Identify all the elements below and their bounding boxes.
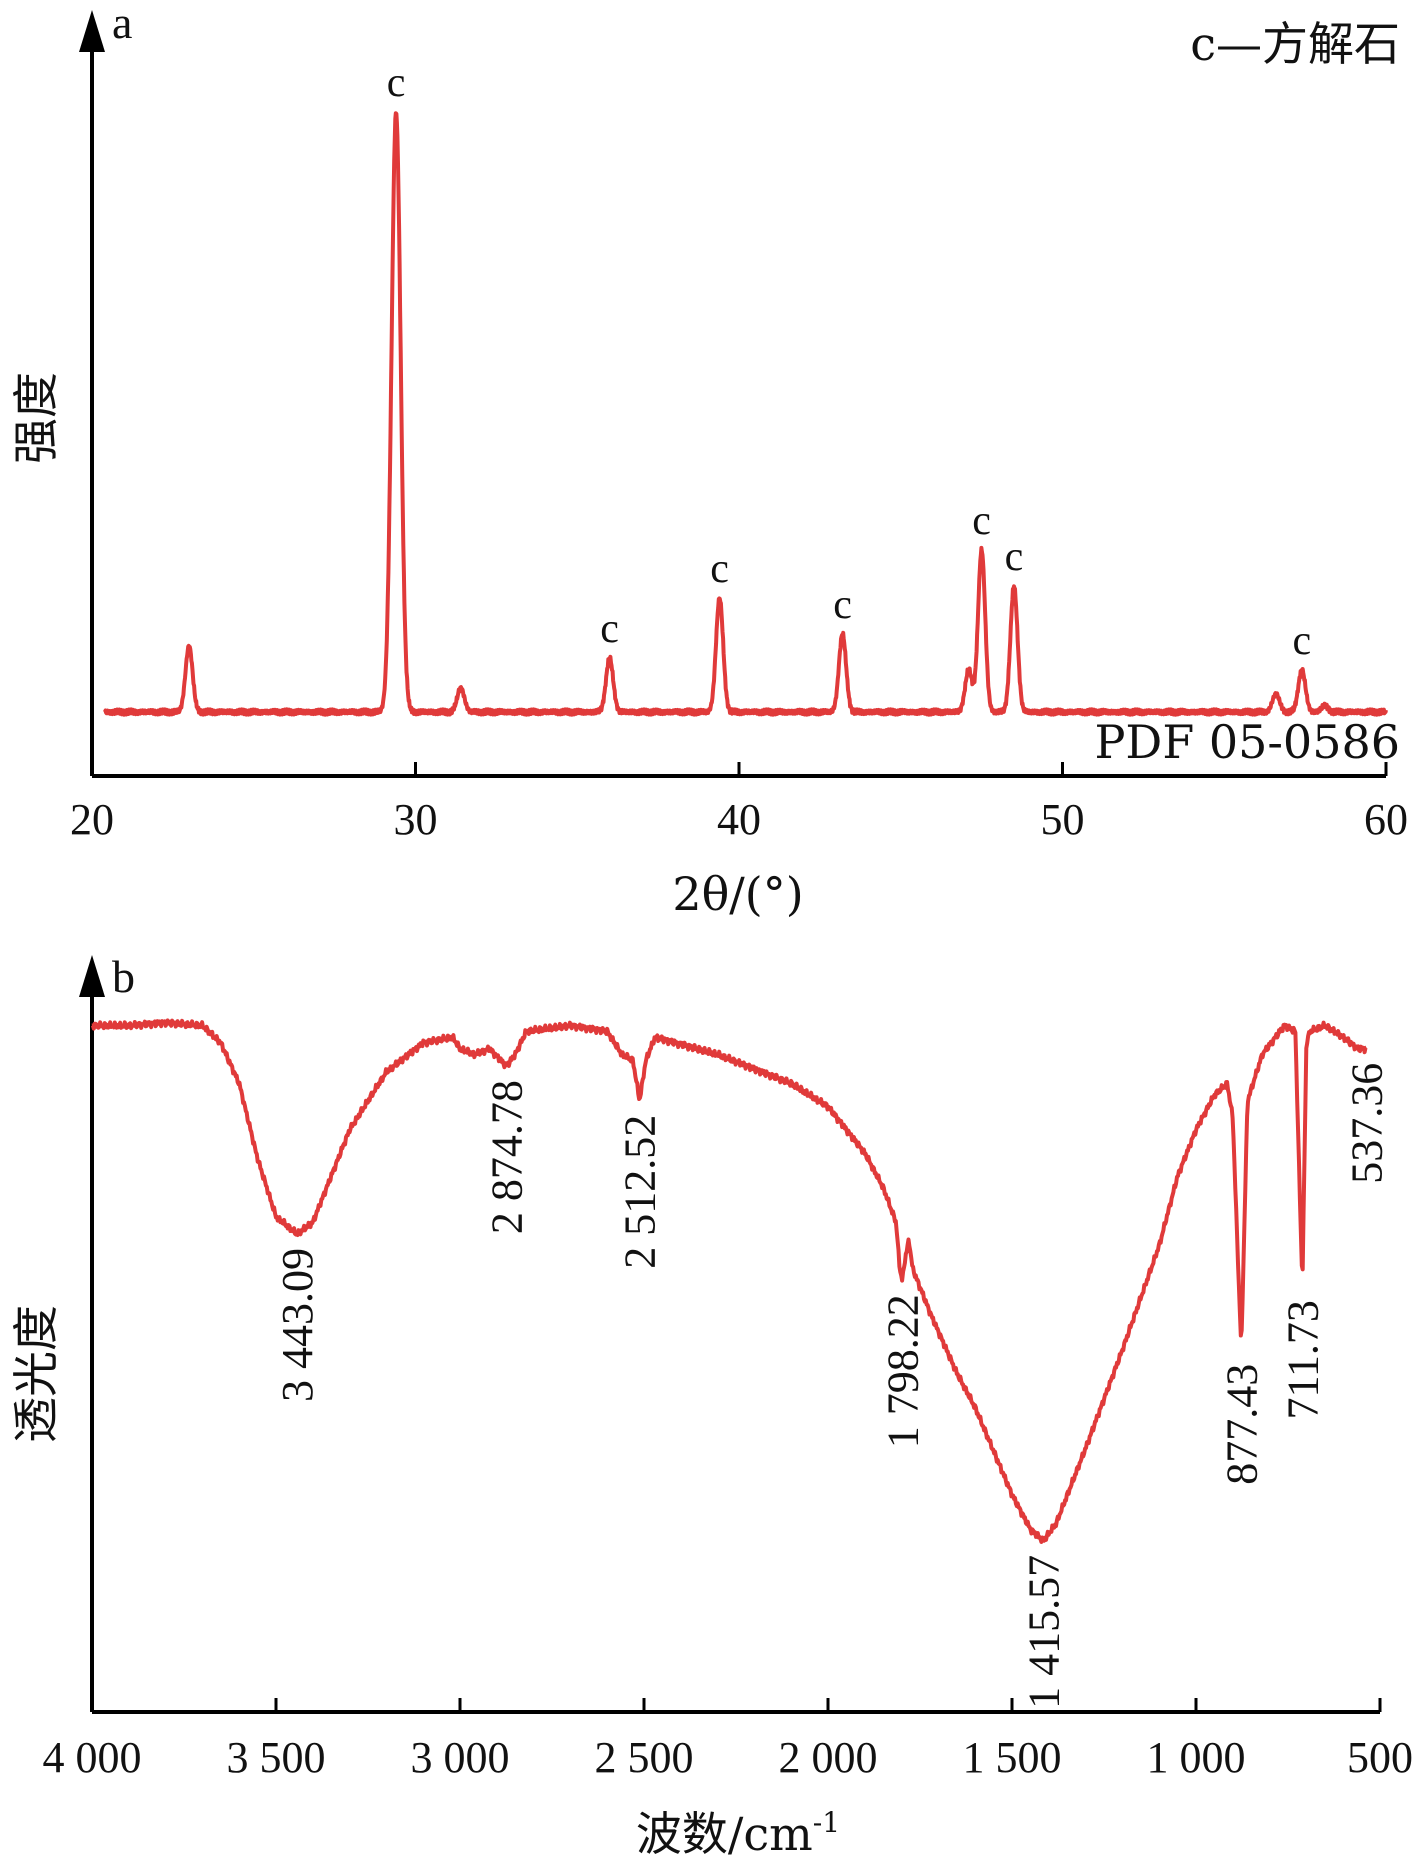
panel-b-x-tick-label: 1 500 <box>963 1733 1062 1782</box>
panel-b-peak-label: 1 798.22 <box>878 1294 927 1448</box>
panel-b-y-arrow-icon <box>79 955 105 997</box>
panel-b-label: b <box>112 951 135 1002</box>
panel-a-x-axis-title: 2θ/(°) <box>672 867 803 921</box>
panel-a-peak-label: c <box>972 498 991 544</box>
panel-b-y-axis-title: 透光度 <box>9 1305 63 1443</box>
panel-b-x-axis-title-main: 波数/cm <box>636 1807 813 1861</box>
panel-b-peak-label: 3 443.09 <box>273 1248 322 1402</box>
panel-a-x-tick-label: 60 <box>1364 795 1408 844</box>
panel-a-peak-label: c <box>1005 534 1024 580</box>
panel-a-x-tick-label: 30 <box>394 795 438 844</box>
panel-b-x-tick-label: 3 500 <box>227 1733 326 1782</box>
panel-a-peak-label: c <box>833 582 852 628</box>
panel-b-peak-label: 537.36 <box>1342 1063 1391 1184</box>
panel-b-peak-label: 877.43 <box>1217 1364 1266 1485</box>
panel-b-x-tick-label: 2 500 <box>595 1733 694 1782</box>
panel-a-label: a <box>112 0 132 48</box>
panel-b-x-axis-title: 波数/cm-1 <box>636 1806 840 1861</box>
panel-a-legend: c—方解石 <box>1190 17 1400 71</box>
panel-b-peak-label: 2 512.52 <box>616 1115 665 1269</box>
panel-b-peak-label: 711.73 <box>1278 1300 1327 1419</box>
panel-a-peak-label: c <box>600 606 619 652</box>
panel-b-peak-label: 2 874.78 <box>482 1080 531 1234</box>
panel-a-xrd: a c—方解石 PDF 05-0586 强度 2θ/(°) 20 30 40 50 60… <box>9 0 1408 921</box>
panel-a-peak-label: c <box>710 546 729 592</box>
panel-b-x-tick-label: 500 <box>1347 1733 1413 1782</box>
panel-b-x-tick-label: 1 000 <box>1147 1733 1246 1782</box>
panel-a-x-tick-label: 50 <box>1041 795 1085 844</box>
panel-a-peak-label: c <box>387 60 406 106</box>
panel-b-x-tick-label: 2 000 <box>779 1733 878 1782</box>
panel-b-ticks: 4 000 3 500 3 000 2 500 2 000 1 500 1 000 500 <box>43 1698 1413 1782</box>
panel-a-y-arrow-icon <box>79 10 105 52</box>
panel-b-x-tick-label: 4 000 <box>43 1733 142 1782</box>
panel-a-xrd-series <box>103 111 1388 717</box>
panel-b-ftir: b 透光度 波数/cm-1 4 000 3 500 3 000 2 500 2 000 1… <box>9 951 1413 1861</box>
panel-b-peak-labels: 3 443.09 2 874.78 2 512.52 1 798.22 1 415.57… <box>273 1063 1391 1709</box>
panel-a-ticks: 20 30 40 50 60 <box>70 762 1408 844</box>
panel-b-x-tick-label: 3 000 <box>411 1733 510 1782</box>
panel-a-y-axis-title: 强度 <box>9 372 63 464</box>
panel-b-peak-label: 1 415.57 <box>1019 1555 1068 1709</box>
panel-a-reference-label: PDF 05-0586 <box>1094 715 1400 769</box>
panel-a-x-tick-label: 40 <box>717 795 761 844</box>
panel-a-x-tick-label: 20 <box>70 795 114 844</box>
panel-a-peak-label: c <box>1293 618 1312 664</box>
panel-b-x-axis-title-sup: -1 <box>813 1806 840 1839</box>
panel-b-ftir-series <box>90 1018 1368 1544</box>
